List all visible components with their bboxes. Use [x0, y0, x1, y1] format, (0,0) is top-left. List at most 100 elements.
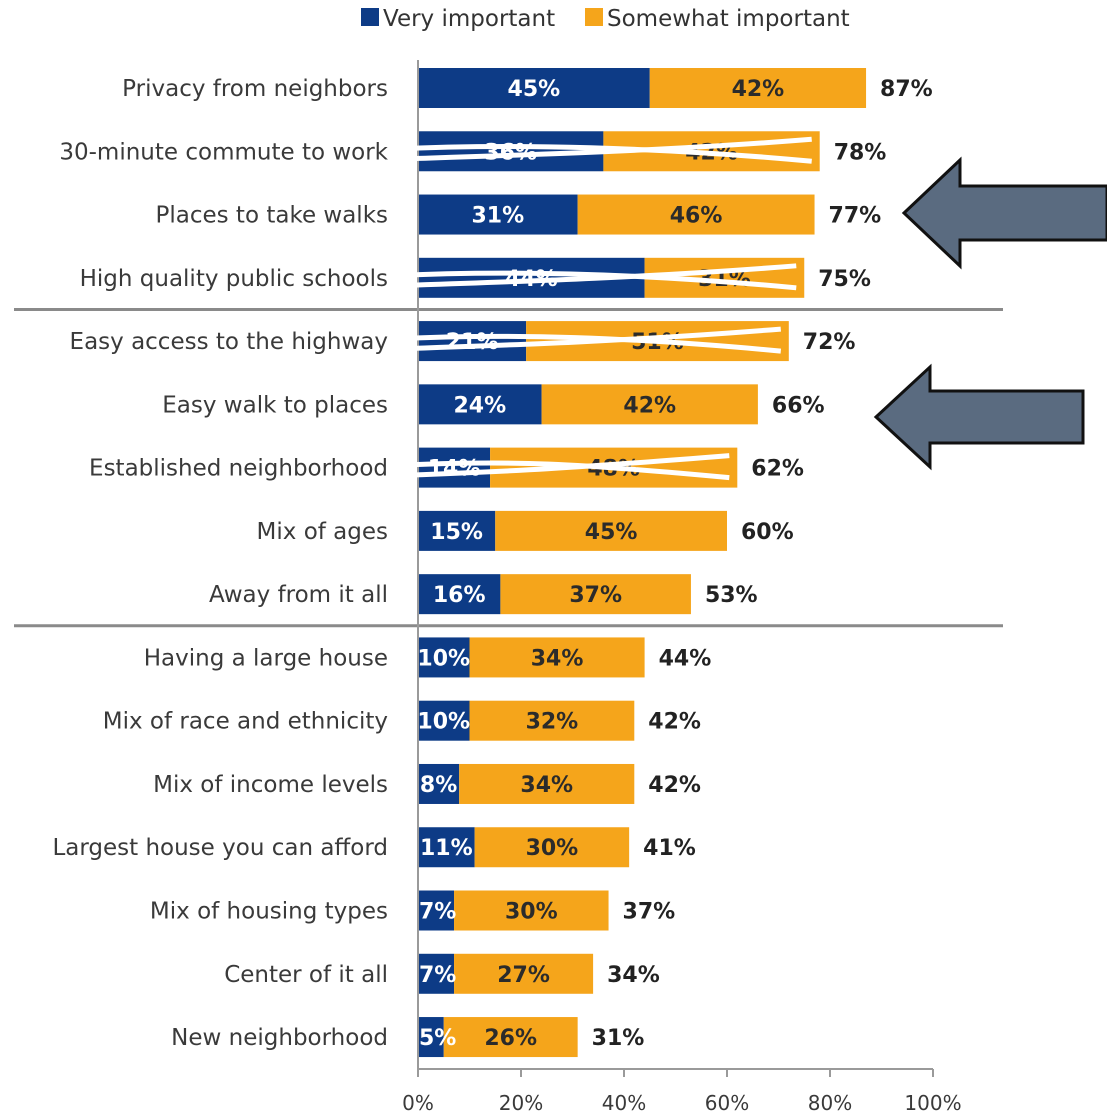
data-label-somewhat-important-center-of-it-all: 27% — [497, 963, 550, 988]
category-label-mix-of-housing-types: Mix of housing types — [150, 899, 388, 925]
bar-somewhat-important-new-neighborhood — [443, 1017, 578, 1058]
overlay-stroke-2b — [391, 263, 797, 289]
x-tick-label-0: 0% — [402, 1091, 434, 1115]
total-label-privacy-from-neighbors: 87% — [880, 77, 933, 102]
arrow-annotation-easy-walk-to-places — [873, 363, 1085, 471]
bar-very-important-places-to-take-walks — [418, 194, 578, 235]
bar-very-important-new-neighborhood — [418, 1017, 444, 1058]
bar-somewhat-important-mix-of-ages — [495, 510, 727, 551]
legend-swatch-somewhat-important — [585, 8, 603, 26]
total-label-established-neighborhood: 62% — [751, 457, 804, 482]
data-label-somewhat-important-mix-of-ages: 45% — [585, 520, 638, 545]
bar-very-important-having-a-large-house — [418, 637, 470, 678]
data-label-very-important-center-of-it-all: 7% — [419, 963, 456, 988]
category-label-30-minute-commute-to-work: 30-minute commute to work — [59, 139, 388, 165]
bar-very-important-easy-walk-to-places — [418, 384, 542, 425]
data-label-somewhat-important-away-from-it-all: 37% — [569, 583, 622, 608]
category-label-mix-of-race-and-ethnicity: Mix of race and ethnicity — [103, 709, 388, 735]
total-label-having-a-large-house: 44% — [659, 646, 712, 671]
overlay-stroke-3b — [391, 326, 781, 352]
bar-somewhat-important-places-to-take-walks — [577, 194, 815, 235]
data-label-somewhat-important-places-to-take-walks: 46% — [670, 204, 723, 229]
data-label-somewhat-important-mix-of-race-and-ethnicity: 32% — [526, 710, 579, 735]
x-tick-label-2: 40% — [602, 1091, 646, 1115]
bar-very-important-easy-access-to-the-highway — [418, 321, 527, 362]
data-label-very-important-places-to-take-walks: 31% — [471, 204, 524, 229]
data-label-somewhat-important-mix-of-housing-types: 30% — [505, 900, 558, 925]
data-label-very-important-having-a-large-house: 10% — [417, 646, 470, 671]
category-label-easy-access-to-the-highway: Easy access to the highway — [70, 329, 388, 355]
bar-somewhat-important-away-from-it-all — [500, 574, 691, 615]
total-label-center-of-it-all: 34% — [607, 963, 660, 988]
bar-somewhat-important-largest-house-you-can-afford — [474, 827, 630, 868]
data-label-very-important-privacy-from-neighbors: 45% — [508, 77, 561, 102]
bar-very-important-largest-house-you-can-afford — [418, 827, 475, 868]
data-label-somewhat-important-mix-of-income-levels: 34% — [520, 773, 573, 798]
category-label-easy-walk-to-places: Easy walk to places — [162, 392, 388, 418]
bar-somewhat-important-center-of-it-all — [454, 953, 594, 994]
bar-very-important-mix-of-race-and-ethnicity — [418, 700, 470, 741]
bar-very-important-established-neighborhood — [418, 447, 491, 488]
data-label-very-important-away-from-it-all: 16% — [433, 583, 486, 608]
overlay-stroke-2 — [391, 270, 797, 291]
category-label-having-a-large-house: Having a large house — [144, 645, 388, 671]
bar-somewhat-important-mix-of-race-and-ethnicity — [469, 700, 635, 741]
category-label-established-neighborhood: Established neighborhood — [89, 456, 388, 482]
bar-very-important-mix-of-housing-types — [418, 890, 455, 931]
total-label-mix-of-housing-types: 37% — [623, 900, 676, 925]
overlay-stroke-3 — [391, 333, 782, 354]
data-label-somewhat-important-having-a-large-house: 34% — [531, 646, 584, 671]
category-label-places-to-take-walks: Places to take walks — [155, 203, 388, 229]
data-label-somewhat-important-new-neighborhood: 26% — [484, 1026, 537, 1051]
total-label-places-to-take-walks: 77% — [829, 204, 882, 229]
total-label-easy-walk-to-places: 66% — [772, 393, 825, 418]
overlay-stroke-4b — [391, 453, 730, 479]
legend-swatch-very-important — [361, 8, 379, 26]
category-label-privacy-from-neighbors: Privacy from neighbors — [122, 76, 388, 102]
category-label-largest-house-you-can-afford: Largest house you can afford — [52, 835, 388, 861]
category-label-new-neighborhood: New neighborhood — [171, 1025, 388, 1051]
data-label-very-important-mix-of-income-levels: 8% — [420, 773, 457, 798]
group-separators — [14, 307, 1003, 628]
total-label-largest-house-you-can-afford: 41% — [643, 836, 696, 861]
total-label-30-minute-commute-to-work: 78% — [834, 140, 887, 165]
data-label-very-important-established-neighborhood: 14% — [428, 457, 481, 482]
data-label-somewhat-important-easy-walk-to-places: 42% — [623, 393, 676, 418]
total-label-mix-of-race-and-ethnicity: 42% — [648, 710, 701, 735]
category-label-high-quality-public-schools: High quality public schools — [80, 266, 388, 292]
x-tick-label-4: 80% — [808, 1091, 852, 1115]
category-label-away-from-it-all: Away from it all — [209, 582, 388, 608]
bar-very-important-mix-of-ages — [418, 510, 496, 551]
overlay-stroke-4 — [391, 460, 730, 481]
x-tick-label-1: 20% — [499, 1091, 543, 1115]
overlays — [391, 136, 1107, 481]
total-label-mix-of-income-levels: 42% — [648, 773, 701, 798]
legend-label-somewhat-important: Somewhat important — [607, 6, 850, 32]
category-label-mix-of-income-levels: Mix of income levels — [153, 772, 388, 798]
bar-somewhat-important-privacy-from-neighbors — [649, 68, 867, 108]
data-label-very-important-easy-walk-to-places: 24% — [453, 393, 506, 418]
category-label-mix-of-ages: Mix of ages — [257, 519, 388, 545]
legend: Very important Somewhat important — [361, 6, 850, 32]
data-label-very-important-mix-of-housing-types: 7% — [419, 900, 456, 925]
data-label-very-important-easy-access-to-the-highway: 21% — [446, 330, 499, 355]
data-label-very-important-mix-of-ages: 15% — [430, 520, 483, 545]
x-tick-label-3: 60% — [705, 1091, 749, 1115]
bar-very-important-mix-of-income-levels — [418, 763, 460, 804]
overlay-stroke-1 — [391, 144, 812, 164]
bar-somewhat-important-having-a-large-house — [469, 637, 645, 678]
data-label-very-important-largest-house-you-can-afford: 11% — [420, 836, 473, 861]
bar-somewhat-important-easy-walk-to-places — [541, 384, 758, 425]
total-label-away-from-it-all: 53% — [705, 583, 758, 608]
total-label-high-quality-public-schools: 75% — [818, 267, 871, 292]
x-tick-label-5: 100% — [904, 1091, 961, 1115]
bar-somewhat-important-mix-of-housing-types — [454, 890, 609, 931]
data-label-very-important-new-neighborhood: 5% — [419, 1026, 456, 1051]
arrow-annotation-places-to-take-walks — [901, 156, 1107, 270]
data-label-very-important-mix-of-race-and-ethnicity: 10% — [417, 710, 470, 735]
legend-label-very-important: Very important — [383, 6, 555, 32]
category-label-center-of-it-all: Center of it all — [224, 962, 388, 988]
bar-somewhat-important-mix-of-income-levels — [459, 763, 635, 804]
x-axis: 0% 20% 40% 60% 80% 100% — [402, 60, 962, 1115]
